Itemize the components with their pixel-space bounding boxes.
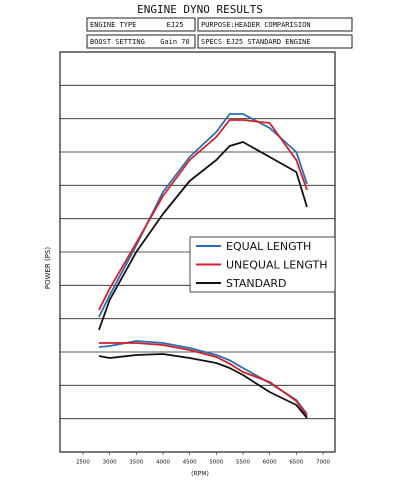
series-line [98, 141, 308, 331]
chart-title: ENGINE DYNO RESULTS [137, 3, 263, 16]
info-value: Gain 70 [160, 38, 190, 46]
legend-label: UNEQUAL LENGTH [226, 259, 328, 272]
info-text: SPECS EJ25 STANDARD ENGINE [201, 38, 311, 46]
x-tick-label: 3500 [129, 460, 143, 466]
x-tick-label: 2500 [76, 460, 90, 466]
info-box [86, 17, 196, 32]
info-label: BOOST SETTING [90, 38, 145, 46]
y-axis-label: POWER (PS) [44, 247, 52, 290]
x-axis-label: (RPM) [191, 471, 209, 478]
legend-label: STANDARD [226, 277, 287, 290]
info-label: ENGINE TYPE [90, 21, 136, 29]
info-value: EJ25 [167, 21, 184, 29]
series-line [98, 119, 308, 311]
info-box [197, 17, 353, 32]
x-tick-label: 5000 [209, 460, 223, 466]
x-tick-label: 6500 [289, 460, 303, 466]
x-tick-label: 3000 [103, 460, 117, 466]
info-box [197, 34, 353, 49]
series-line [98, 342, 308, 417]
x-tick-label: 4000 [156, 460, 170, 466]
x-tick-label: 5500 [236, 460, 250, 466]
info-text: PURPOSE:HEADER COMPARISION [201, 21, 311, 29]
x-tick-label: 6000 [263, 460, 277, 466]
info-box [86, 34, 196, 49]
series-line [98, 353, 308, 419]
legend-label: EQUAL LENGTH [226, 240, 311, 253]
x-tick-label: 4500 [183, 460, 197, 466]
x-tick-label: 7000 [316, 460, 330, 466]
